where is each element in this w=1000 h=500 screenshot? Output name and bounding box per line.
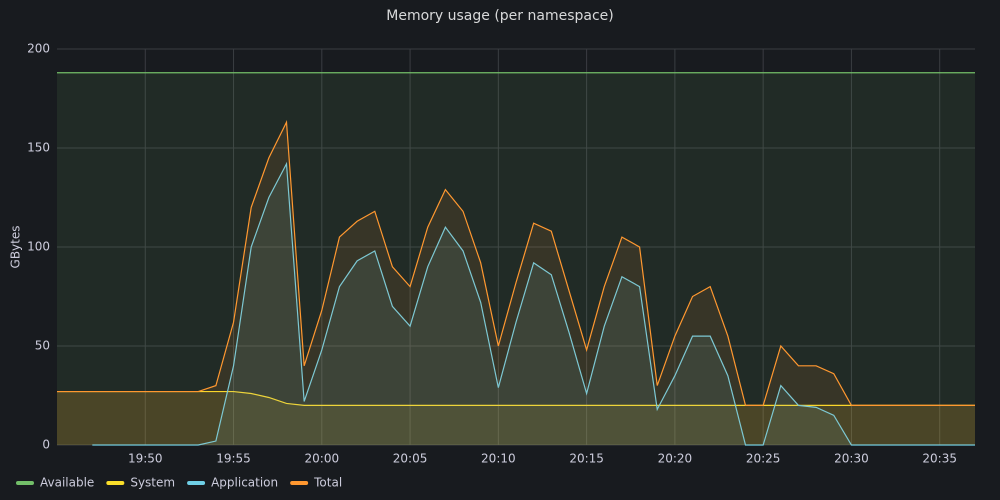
x-tick-label: 20:20: [658, 452, 693, 466]
legend-label: Application: [211, 476, 278, 490]
x-tick-label: 20:25: [746, 452, 781, 466]
series-line: [57, 390, 975, 406]
x-tick-label: 20:30: [834, 452, 869, 466]
x-tick-label: 19:55: [216, 452, 251, 466]
x-tick-label: 20:35: [922, 452, 957, 466]
series-line: [57, 120, 975, 406]
series-area: [57, 391, 975, 445]
y-tick-label: 100: [27, 240, 50, 254]
x-tick-label: 20:15: [569, 452, 604, 466]
x-tick-label: 20:00: [305, 452, 340, 466]
x-tick-label: 20:05: [393, 452, 428, 466]
y-tick-label: 50: [35, 339, 50, 353]
legend-label: System: [130, 476, 175, 490]
legend-label: Available: [40, 476, 94, 490]
series-line: [92, 161, 975, 446]
series-area: [92, 163, 976, 445]
y-tick-label: 200: [27, 42, 50, 56]
x-tick-label: 19:50: [128, 452, 163, 466]
y-tick-label: 150: [27, 141, 50, 155]
y-axis-label: GBytes: [9, 226, 23, 269]
x-tick-label: 20:10: [481, 452, 516, 466]
chart-title: Memory usage (per namespace): [386, 8, 614, 24]
legend-label: Total: [313, 476, 342, 490]
y-tick-label: 0: [42, 438, 50, 452]
